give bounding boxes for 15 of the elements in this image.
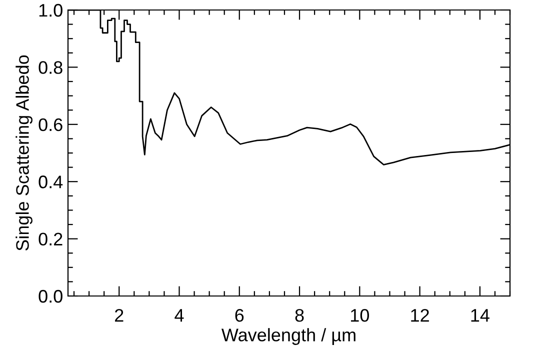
x-tick-label: 4 bbox=[174, 309, 184, 322]
x-axis-title: Wavelength / µm bbox=[222, 328, 356, 345]
y-tick-label: 0.8 bbox=[38, 61, 62, 74]
y-axis-title: Single Scattering Albedo bbox=[16, 55, 32, 251]
x-tick-label: 6 bbox=[235, 308, 244, 322]
x-tick-label: 12 bbox=[411, 308, 429, 322]
x-tick-label: 8 bbox=[295, 308, 304, 322]
y-tick-label: 0.6 bbox=[38, 118, 62, 132]
x-tick-label: 10 bbox=[350, 308, 369, 322]
x-tick-label: 14 bbox=[471, 309, 490, 322]
y-tick-label: 0.0 bbox=[38, 290, 62, 303]
y-tick-label: 0.4 bbox=[38, 176, 63, 188]
y-tick-label: 1.0 bbox=[39, 4, 62, 17]
y-tick-label: 0.2 bbox=[38, 232, 62, 246]
x-tick-label: 2 bbox=[115, 308, 124, 322]
